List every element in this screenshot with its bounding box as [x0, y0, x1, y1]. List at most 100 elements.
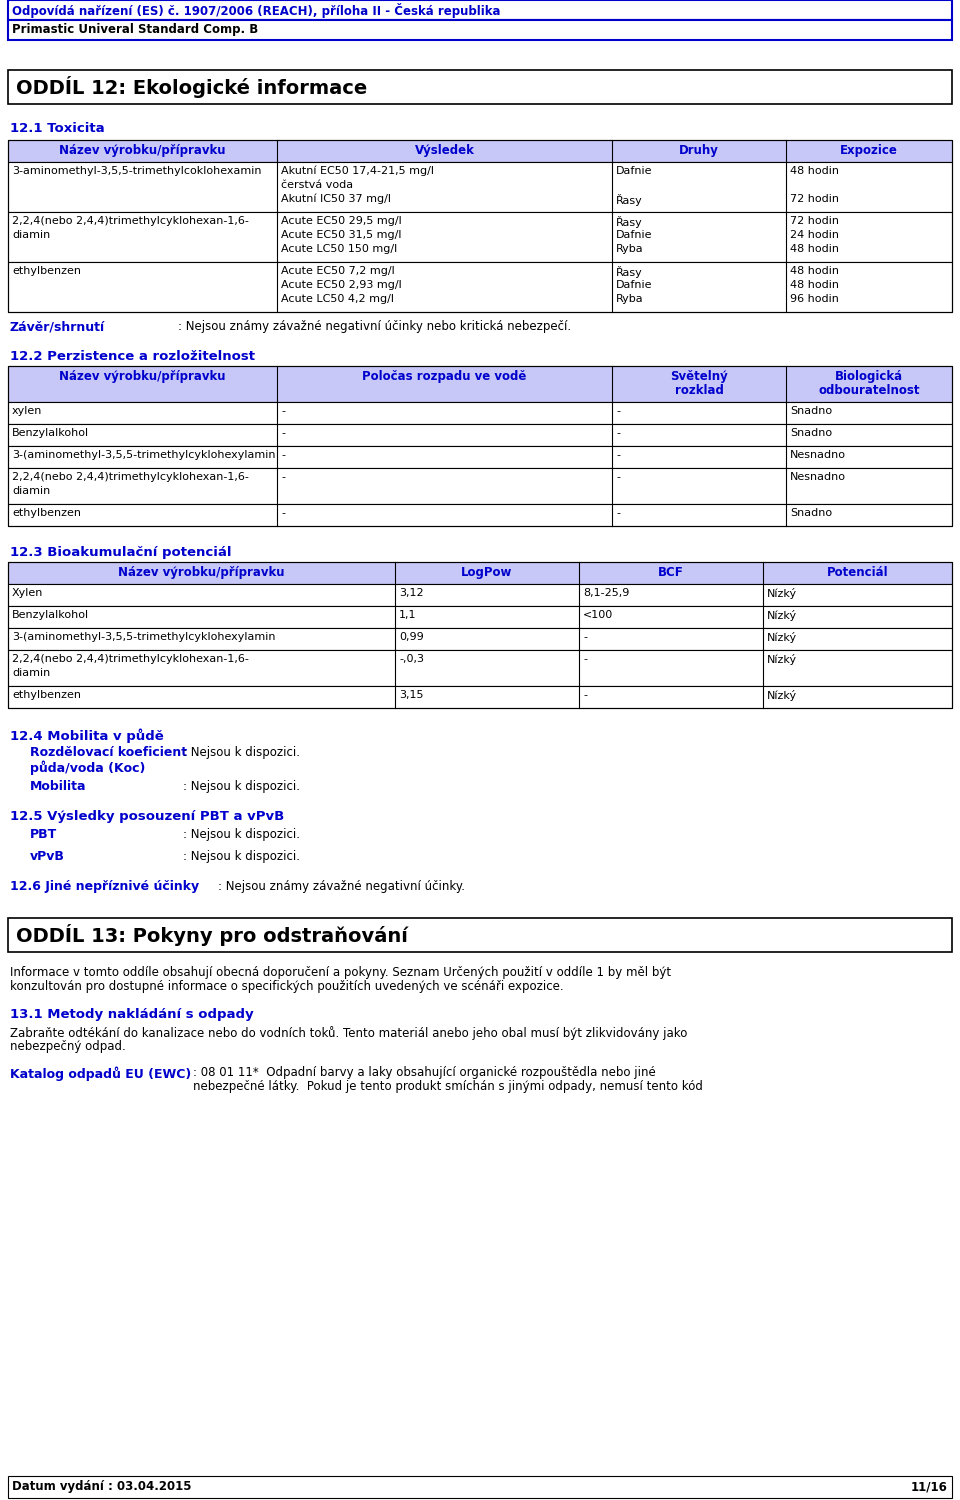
Text: 2,2,4(nebo 2,4,4)trimethylcyklohexan-1,6-: 2,2,4(nebo 2,4,4)trimethylcyklohexan-1,6… — [12, 472, 249, 482]
Text: Mobilita: Mobilita — [30, 780, 86, 794]
Text: ODDÍL 12: Ekologické informace: ODDÍL 12: Ekologické informace — [16, 76, 368, 98]
Text: 48 hodin: 48 hodin — [790, 244, 839, 254]
Text: : Nejsou k dispozici.: : Nejsou k dispozici. — [183, 746, 300, 759]
Text: -: - — [281, 472, 285, 482]
Text: 48 hodin: 48 hodin — [790, 166, 839, 176]
Text: Snadno: Snadno — [790, 406, 832, 416]
Text: Název výrobku/přípravku: Název výrobku/přípravku — [60, 144, 226, 158]
Text: -: - — [616, 450, 620, 460]
Text: Odpovídá nařízení (ES) č. 1907/2006 (REACH), příloha II - Česká republika: Odpovídá nařízení (ES) č. 1907/2006 (REA… — [12, 3, 500, 18]
Text: půda/voda (Kᴏᴄ): půda/voda (Kᴏᴄ) — [30, 760, 145, 774]
Text: čerstvá voda: čerstvá voda — [281, 180, 353, 190]
Text: Nízký: Nízký — [767, 632, 797, 644]
Text: Informace v tomto oddíle obsahují obecná doporučení a pokyny. Seznam Určených po: Informace v tomto oddíle obsahují obecná… — [10, 966, 671, 980]
Text: Zabraňte odtékání do kanalizace nebo do vodních toků. Tento materiál anebo jeho : Zabraňte odtékání do kanalizace nebo do … — [10, 1026, 687, 1039]
Text: 48 hodin: 48 hodin — [790, 266, 839, 276]
Text: ethylbenzen: ethylbenzen — [12, 509, 81, 518]
Bar — [8, 402, 952, 424]
Text: -: - — [583, 690, 587, 700]
Text: -: - — [616, 427, 620, 438]
Text: diamin: diamin — [12, 668, 50, 678]
Text: -: - — [616, 406, 620, 416]
Bar — [8, 584, 952, 606]
Text: 12.4 Mobilita v půdě: 12.4 Mobilita v půdě — [10, 728, 164, 742]
Bar — [8, 140, 952, 312]
Text: ethylbenzen: ethylbenzen — [12, 266, 81, 276]
Text: 12.1 Toxicita: 12.1 Toxicita — [10, 122, 105, 135]
Text: Poločas rozpadu ve vodě: Poločas rozpadu ve vodě — [362, 370, 527, 382]
Text: -: - — [616, 472, 620, 482]
Text: Dafnie: Dafnie — [616, 280, 653, 290]
Text: : Nejsou známy závažné negativní účinky nebo kritická nebezpečí.: : Nejsou známy závažné negativní účinky … — [178, 320, 571, 333]
Text: Rozdělovací koeficient: Rozdělovací koeficient — [30, 746, 187, 759]
Text: 12.2 Perzistence a rozložitelnost: 12.2 Perzistence a rozložitelnost — [10, 350, 255, 363]
Text: vPvB: vPvB — [30, 850, 65, 862]
Text: -: - — [281, 406, 285, 416]
Text: 8,1-25,9: 8,1-25,9 — [583, 588, 630, 598]
Text: 96 hodin: 96 hodin — [790, 294, 839, 304]
Bar — [8, 918, 952, 952]
Text: Acute EC50 2,93 mg/l: Acute EC50 2,93 mg/l — [281, 280, 401, 290]
Text: -: - — [281, 450, 285, 460]
Text: Akutní EC50 17,4-21,5 mg/l: Akutní EC50 17,4-21,5 mg/l — [281, 166, 434, 177]
Text: Závěr/shrnutí: Závěr/shrnutí — [10, 320, 106, 333]
Bar — [8, 628, 952, 650]
Bar — [8, 504, 952, 526]
Text: 24 hodin: 24 hodin — [790, 230, 839, 240]
Text: BCF: BCF — [659, 566, 684, 579]
Bar — [8, 468, 952, 504]
Text: -,0,3: -,0,3 — [399, 654, 424, 664]
Text: Datum vydání : 03.04.2015: Datum vydání : 03.04.2015 — [12, 1480, 191, 1492]
Bar — [8, 1476, 952, 1498]
Text: Acute EC50 29,5 mg/l: Acute EC50 29,5 mg/l — [281, 216, 401, 226]
Text: 72 hodin: 72 hodin — [790, 216, 839, 226]
Text: 11/16: 11/16 — [911, 1480, 948, 1492]
Text: Ryba: Ryba — [616, 244, 643, 254]
Text: -: - — [583, 654, 587, 664]
Bar — [8, 562, 952, 708]
Text: Potenciál: Potenciál — [827, 566, 888, 579]
Text: Název výrobku/přípravku: Název výrobku/přípravku — [118, 566, 285, 579]
Text: 2,2,4(nebo 2,4,4)trimethylcyklohexan-1,6-: 2,2,4(nebo 2,4,4)trimethylcyklohexan-1,6… — [12, 216, 249, 226]
Bar — [8, 20, 952, 40]
Text: 48 hodin: 48 hodin — [790, 280, 839, 290]
Text: ODDÍL 13: Pokyny pro odstraňování: ODDÍL 13: Pokyny pro odstraňování — [16, 924, 408, 946]
Text: Acute LC50 4,2 mg/l: Acute LC50 4,2 mg/l — [281, 294, 394, 304]
Text: Acute EC50 31,5 mg/l: Acute EC50 31,5 mg/l — [281, 230, 401, 240]
Text: Dafnie: Dafnie — [616, 230, 653, 240]
Text: Světelný: Světelný — [670, 370, 728, 382]
Text: 3,15: 3,15 — [399, 690, 423, 700]
Text: : Nejsou k dispozici.: : Nejsou k dispozici. — [183, 850, 300, 862]
Text: 0,99: 0,99 — [399, 632, 423, 642]
Bar — [8, 366, 952, 526]
Text: Řasy: Řasy — [616, 194, 643, 206]
Bar — [8, 446, 952, 468]
Text: 12.3 Bioakumulační potenciál: 12.3 Bioakumulační potenciál — [10, 546, 231, 560]
Bar — [8, 140, 952, 162]
Text: 12.6 Jiné nepříznivé účinky: 12.6 Jiné nepříznivé účinky — [10, 880, 199, 892]
Text: Řasy: Řasy — [616, 266, 643, 278]
Text: 1,1: 1,1 — [399, 610, 417, 620]
Bar — [8, 424, 952, 445]
Text: Akutní IC50 37 mg/l: Akutní IC50 37 mg/l — [281, 194, 391, 204]
Text: Výsledek: Výsledek — [415, 144, 474, 158]
Text: : Nejsou k dispozici.: : Nejsou k dispozici. — [183, 828, 300, 842]
Text: 2,2,4(nebo 2,4,4)trimethylcyklohexan-1,6-: 2,2,4(nebo 2,4,4)trimethylcyklohexan-1,6… — [12, 654, 249, 664]
Text: nebezpečný odpad.: nebezpečný odpad. — [10, 1040, 126, 1053]
Text: LogPow: LogPow — [462, 566, 513, 579]
Text: Benzylalkohol: Benzylalkohol — [12, 610, 89, 620]
Text: : Nejsou známy závažné negativní účinky.: : Nejsou známy závažné negativní účinky. — [218, 880, 465, 892]
Text: Nízký: Nízký — [767, 690, 797, 700]
Text: odbouratelnost: odbouratelnost — [818, 384, 920, 398]
Bar — [8, 606, 952, 628]
Bar — [8, 211, 952, 262]
Text: Dafnie: Dafnie — [616, 166, 653, 176]
Text: 72 hodin: 72 hodin — [790, 194, 839, 204]
Text: 12.5 Výsledky posouzení PBT a vPvB: 12.5 Výsledky posouzení PBT a vPvB — [10, 810, 284, 824]
Text: <100: <100 — [583, 610, 613, 620]
Text: 3-aminomethyl-3,5,5-trimethylcoklohexamin: 3-aminomethyl-3,5,5-trimethylcoklohexami… — [12, 166, 261, 176]
Text: -: - — [583, 632, 587, 642]
Text: nebezpečné látky.  Pokud je tento produkt smíchán s jinými odpady, nemusí tento : nebezpečné látky. Pokud je tento produkt… — [193, 1080, 703, 1094]
Text: : Nejsou k dispozici.: : Nejsou k dispozici. — [183, 780, 300, 794]
Text: -: - — [616, 509, 620, 518]
